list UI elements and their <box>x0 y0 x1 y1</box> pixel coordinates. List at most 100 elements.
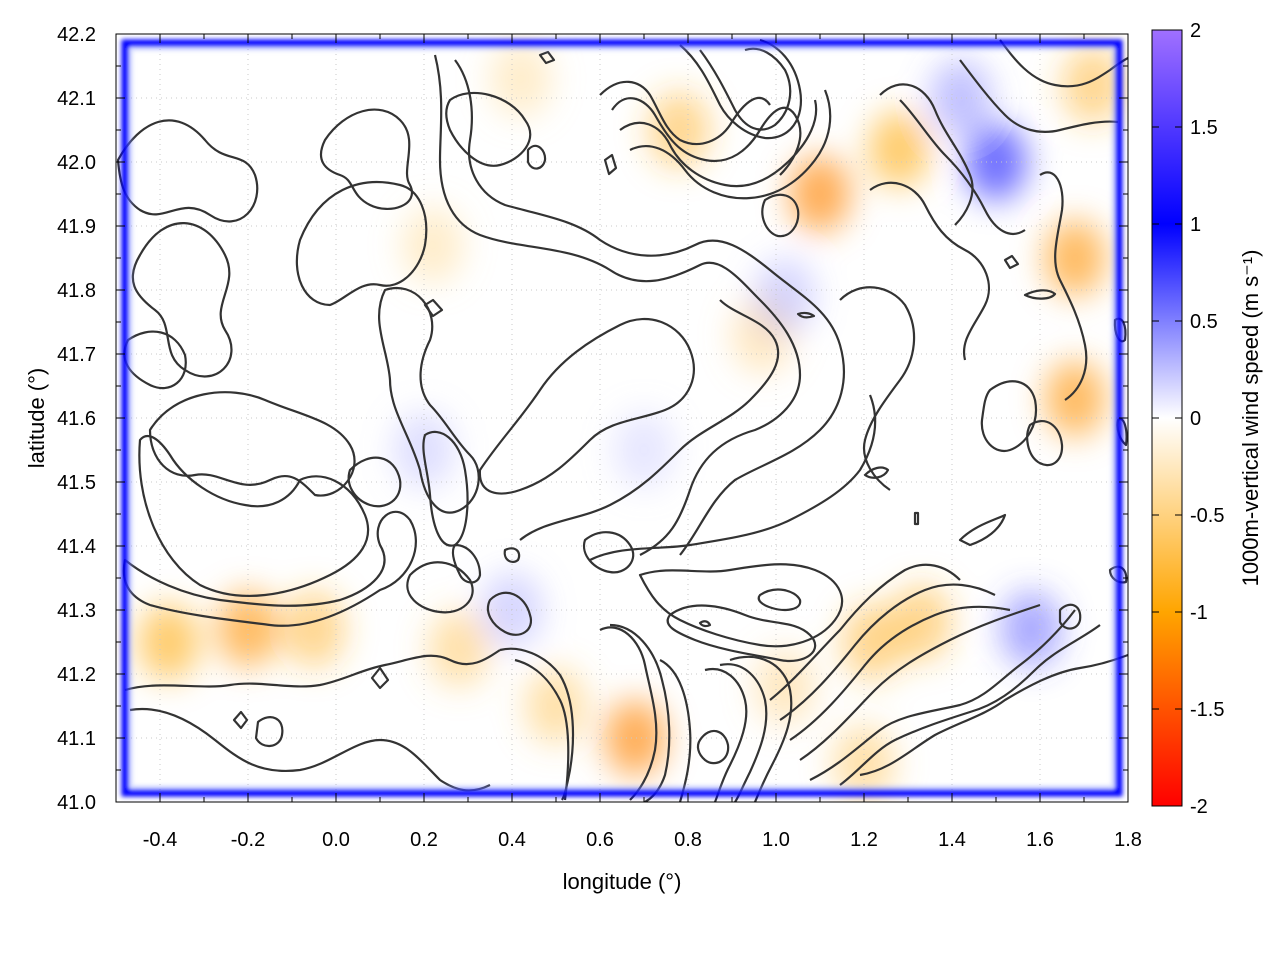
colorbar-tick-label: 1.5 <box>1190 117 1218 139</box>
colorbar-title: 1000m-vertical wind speed (m s⁻¹) <box>1238 250 1263 587</box>
contour-line <box>599 626 658 801</box>
contour-line <box>839 286 916 491</box>
contour-line <box>526 144 547 170</box>
contour-line <box>599 80 771 146</box>
contour-line <box>445 91 532 167</box>
boundary-frame-inner <box>130 48 1114 788</box>
contour-line <box>699 47 792 131</box>
x-tick-label: 1.6 <box>1026 829 1054 851</box>
contour-line <box>1039 171 1088 401</box>
colorbar-tick-label: -1.5 <box>1190 699 1224 721</box>
downdraft-area <box>890 584 952 662</box>
x-tick-label: 1.0 <box>762 829 790 851</box>
contour-line <box>454 59 845 556</box>
downdraft-area <box>1044 219 1106 297</box>
contour-line <box>809 609 1076 781</box>
y-tick-label: 41.0 <box>57 792 96 814</box>
contour-line <box>869 181 990 361</box>
contour-line <box>131 222 233 378</box>
x-tick-label: 0.8 <box>674 829 702 851</box>
contour-line <box>619 99 818 188</box>
contour-line <box>1026 420 1064 467</box>
contour-line <box>1003 254 1020 270</box>
y-tick-label: 41.4 <box>57 536 96 558</box>
contour-line <box>959 59 1119 133</box>
contour-line <box>796 311 816 319</box>
contour-line <box>779 583 996 721</box>
contour-line <box>582 531 635 574</box>
contour-line <box>769 563 961 701</box>
contour-line <box>538 50 556 65</box>
contour-line <box>370 666 390 690</box>
contour-line <box>704 667 748 802</box>
contour-line <box>514 658 570 801</box>
y-tick-label: 41.6 <box>57 408 96 430</box>
contour-line <box>863 466 890 479</box>
y-tick-label: 41.9 <box>57 216 96 238</box>
contour-line <box>638 563 844 648</box>
updraft-area <box>754 258 816 335</box>
contour-line <box>123 330 187 390</box>
colorbar-tick-label: 0 <box>1190 408 1201 430</box>
colorbar-tick-label: -0.5 <box>1190 505 1224 527</box>
x-tick-label: 1.2 <box>850 829 878 851</box>
x-tick-label: -0.4 <box>143 829 177 851</box>
y-tick-label: 42.1 <box>57 88 96 110</box>
contour-line <box>729 655 793 802</box>
downdraft-area <box>648 91 710 169</box>
contour-line <box>423 298 444 318</box>
y-tick-label: 42.2 <box>57 24 96 46</box>
updraft-area <box>930 59 992 137</box>
contour-line <box>254 716 284 747</box>
downdraft-area <box>789 155 851 233</box>
contour-line <box>603 153 618 176</box>
contour-line <box>839 624 1101 786</box>
y-axis: 41.0 41.1 41.2 41.3 41.4 41.5 41.6 41.7 41.8 41.9… <box>57 24 1128 814</box>
plot-area <box>115 33 1129 803</box>
contour-line <box>879 83 974 226</box>
contour-line <box>116 119 259 223</box>
x-tick-label: 1.4 <box>938 829 966 851</box>
contour-line <box>679 38 803 140</box>
y-tick-label: 41.3 <box>57 600 96 622</box>
downdraft-area <box>1062 46 1124 124</box>
colorbar: 2 1.5 1 0.5 0 -0.5 -1 -1.5 -2 <box>1151 20 1224 818</box>
downdraft-area <box>490 40 552 118</box>
contour-line <box>148 391 356 497</box>
y-tick-label: 42.0 <box>57 152 96 174</box>
x-axis-title: longitude (°) <box>563 869 682 894</box>
colorbar-tick-label: 2 <box>1190 20 1201 42</box>
contour-line <box>129 707 491 792</box>
downdraft-area <box>525 667 587 745</box>
downdraft-area <box>604 699 666 777</box>
contour-line <box>1023 289 1057 300</box>
downdraft-area <box>283 590 345 668</box>
y-tick-label: 41.5 <box>57 472 96 494</box>
colorbar-ticks: 2 1.5 1 0.5 0 -0.5 -1 -1.5 -2 <box>1152 20 1224 818</box>
contour-line <box>789 605 1011 741</box>
y-tick-label: 41.2 <box>57 664 96 686</box>
contour-line <box>451 543 482 584</box>
contour-line <box>659 659 692 802</box>
contour-line <box>696 729 730 765</box>
contour-line <box>899 99 1026 236</box>
downdraft-area <box>1044 360 1106 438</box>
contour-line <box>913 511 920 526</box>
colorbar-tick-label: -2 <box>1190 796 1208 818</box>
contour-line <box>122 510 417 627</box>
grid-layer <box>116 34 1128 802</box>
contour-line <box>433 54 802 556</box>
contour-line <box>859 653 1128 777</box>
contour-line <box>1058 603 1082 630</box>
contour-line <box>698 620 712 628</box>
contour-line <box>486 591 533 636</box>
contour-line <box>232 710 249 730</box>
y-axis-title: latitude (°) <box>24 368 49 469</box>
downdraft-area <box>428 610 491 687</box>
downdraft-area <box>842 603 904 681</box>
contour-line <box>666 604 817 663</box>
contour-line <box>519 299 780 541</box>
colorbar-tick-label: 1 <box>1190 214 1201 236</box>
colorbar-tick-label: 0.5 <box>1190 311 1218 333</box>
